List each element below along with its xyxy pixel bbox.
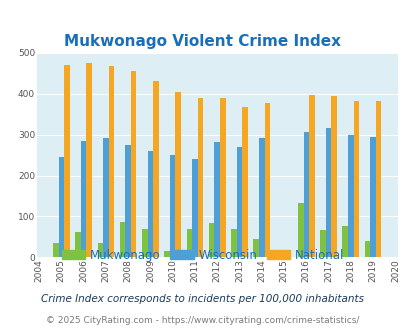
Bar (53, 243, 58, 257)
Bar (258, 138, 264, 257)
Bar (153, 81, 158, 257)
Bar (147, 151, 153, 257)
Bar (242, 107, 247, 257)
Bar (297, 203, 303, 257)
Bar (97, 243, 103, 257)
Text: © 2025 CityRating.com - https://www.cityrating.com/crime-statistics/: © 2025 CityRating.com - https://www.city… (46, 316, 359, 325)
Bar (253, 239, 258, 257)
Bar (308, 94, 314, 257)
Bar (347, 135, 353, 257)
Bar (264, 103, 269, 257)
Bar (214, 143, 220, 257)
Bar (342, 226, 347, 257)
Bar (364, 241, 369, 257)
Bar (103, 138, 109, 257)
Bar (130, 71, 136, 257)
Bar (169, 155, 175, 257)
Bar (230, 229, 236, 257)
Bar (330, 96, 336, 257)
Bar (208, 223, 214, 257)
Bar (353, 102, 358, 257)
Bar (142, 229, 147, 257)
Bar (197, 98, 203, 257)
Bar (320, 230, 325, 257)
Legend: Mukwonago, Wisconsin, National: Mukwonago, Wisconsin, National (57, 244, 348, 266)
Bar (192, 159, 197, 257)
Bar (369, 137, 375, 257)
Bar (81, 141, 86, 257)
Text: Mukwonago Violent Crime Index: Mukwonago Violent Crime Index (64, 34, 341, 49)
Text: Crime Index corresponds to incidents per 100,000 inhabitants: Crime Index corresponds to incidents per… (41, 294, 364, 304)
Bar (220, 98, 225, 257)
Bar (86, 63, 92, 257)
Bar (125, 145, 130, 257)
Bar (64, 65, 70, 257)
Bar (375, 102, 381, 257)
Bar (109, 66, 114, 257)
Bar (236, 147, 242, 257)
Bar (164, 251, 169, 257)
Bar (303, 132, 308, 257)
Bar (75, 232, 81, 257)
Bar (175, 92, 181, 257)
Bar (58, 157, 64, 257)
Bar (325, 128, 330, 257)
Bar (119, 222, 125, 257)
Bar (186, 229, 192, 257)
